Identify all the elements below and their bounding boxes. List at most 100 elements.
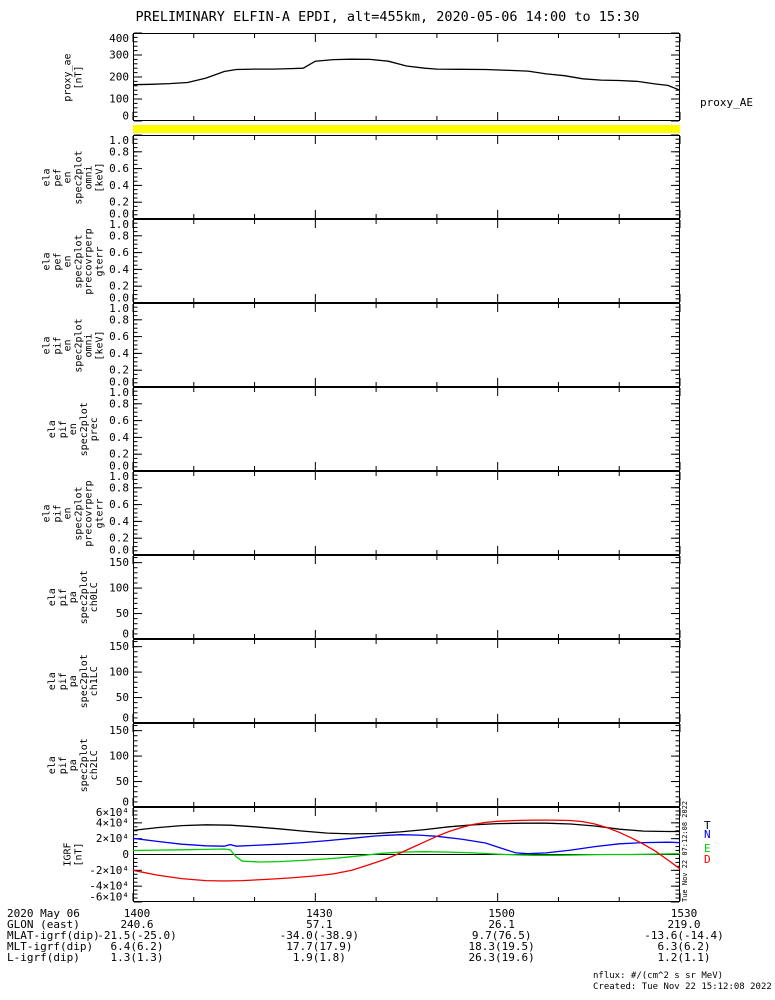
svg-text:0: 0 bbox=[122, 628, 129, 641]
ylabel-ch0lc: ela pif pa spec2plot ch0LC bbox=[28, 555, 120, 639]
bottom-axis-value: 26.1 bbox=[488, 918, 515, 931]
bottom-axis-value: -21.5(-25.0) bbox=[97, 929, 177, 942]
svg-text:200: 200 bbox=[109, 71, 129, 84]
bottom-axis-value: -13.6(-14.4) bbox=[644, 929, 724, 942]
igrf-legend-T: T bbox=[704, 819, 711, 832]
ylabel-pif-prec: ela pif en spec2plot prec bbox=[28, 387, 120, 471]
bottom-row-label: GLON (east) bbox=[7, 918, 80, 931]
bottom-axis-value: 1400 bbox=[123, 907, 151, 920]
svg-text:150: 150 bbox=[109, 640, 129, 653]
ylabel-igrf-text: IGRF [nT] bbox=[62, 842, 85, 867]
ylabel-pif-prec-text: ela pif en spec2plot prec bbox=[46, 401, 100, 457]
svg-text:0.4: 0.4 bbox=[109, 347, 129, 360]
svg-text:0.6: 0.6 bbox=[109, 246, 129, 259]
panel-ch0lc-plot: 0 50 100 150 bbox=[109, 555, 681, 641]
svg-text:0: 0 bbox=[122, 110, 129, 123]
plot-title: PRELIMINARY ELFIN-A EPDI, alt=455km, 202… bbox=[135, 9, 640, 25]
ylabel-pif-precovrperp-gterr-text: ela pif en spec2plot precovrperp gterr bbox=[41, 479, 105, 547]
ylabel-ch2lc: ela pif pa spec2plot ch2LC bbox=[28, 723, 120, 807]
bottom-axis-value: 6.4(6.2) bbox=[110, 940, 164, 953]
panel-proxy-ae-plot: 0 100 200 300 400 bbox=[109, 32, 681, 123]
panel-ch2lc-plot: 0 50 100 150 bbox=[109, 723, 681, 809]
panel-pif-prec-plot: 0.00.2 0.4 0.6 0.81.0 bbox=[109, 386, 681, 473]
svg-text:1.0: 1.0 bbox=[109, 218, 129, 231]
svg-text:300: 300 bbox=[109, 49, 129, 62]
bottom-axis-value: 26.3(19.6) bbox=[468, 951, 535, 964]
svg-text:1.0: 1.0 bbox=[109, 134, 129, 147]
ylabel-pef-precovrperp-gterr: ela pef en spec2plot precovrperp gterr bbox=[28, 219, 120, 303]
ylabel-ch1lc-text: ela pif pa spec2plot ch1LC bbox=[46, 653, 100, 709]
svg-text:4×10⁴: 4×10⁴ bbox=[96, 816, 129, 829]
bottom-axis-value: 17.7(17.9) bbox=[286, 940, 353, 953]
svg-text:0.2: 0.2 bbox=[109, 280, 129, 293]
bottom-axis-value: 1.3(1.3) bbox=[110, 951, 164, 964]
svg-text:0: 0 bbox=[122, 712, 129, 725]
ylabel-proxy-ae-text: proxy_ae [nT] bbox=[62, 52, 84, 102]
proxy-ae-right-label: proxy_AE bbox=[700, 96, 753, 109]
svg-text:0.0: 0.0 bbox=[109, 376, 129, 389]
bottom-axis-value: 240.6 bbox=[120, 918, 154, 931]
bottom-row-label: 2020 May 06 bbox=[7, 907, 80, 920]
svg-text:0.8: 0.8 bbox=[109, 397, 129, 410]
bottom-row-label: L-igrf(dip) bbox=[7, 951, 80, 964]
igrf-legend-E: E bbox=[704, 842, 711, 855]
svg-text:6×10⁴: 6×10⁴ bbox=[96, 806, 129, 819]
svg-text:100: 100 bbox=[109, 93, 129, 106]
svg-text:0: 0 bbox=[122, 796, 129, 809]
svg-text:1.0: 1.0 bbox=[109, 470, 129, 483]
svg-text:-6×10⁴: -6×10⁴ bbox=[89, 891, 129, 904]
svg-text:0.2: 0.2 bbox=[109, 532, 129, 545]
created-timestamp: Created: Tue Nov 22 15:12:08 2022 bbox=[593, 982, 772, 992]
svg-text:0.4: 0.4 bbox=[109, 515, 129, 528]
watermark-timestamp: Tue Nov 22 07:12:08 2022 bbox=[681, 800, 689, 902]
svg-text:0.6: 0.6 bbox=[109, 414, 129, 427]
svg-text:0.6: 0.6 bbox=[109, 162, 129, 175]
svg-text:0.4: 0.4 bbox=[109, 179, 129, 192]
ylabel-pif-precovrperp-gterr: ela pif en spec2plot precovrperp gterr bbox=[28, 471, 120, 555]
svg-text:150: 150 bbox=[109, 556, 129, 569]
svg-text:0.2: 0.2 bbox=[109, 196, 129, 209]
svg-text:1.0: 1.0 bbox=[109, 302, 129, 315]
ylabel-pef-omni-text: ela pef en spec2plot omni [keV] bbox=[41, 149, 106, 205]
svg-text:0.8: 0.8 bbox=[109, 313, 129, 326]
panel-pef-precovrperp-gterr-plot: 0.00.2 0.4 0.6 0.81.0 bbox=[109, 218, 681, 305]
bottom-axis-value: 1430 bbox=[306, 907, 333, 920]
ylabel-pif-omni: ela pif en spec2plot omni [keV] bbox=[28, 303, 120, 387]
ylabel-ch2lc-text: ela pif pa spec2plot ch2LC bbox=[46, 737, 100, 793]
panel-ch1lc-plot: 0 50 100 150 bbox=[109, 639, 681, 725]
bottom-axis-value: -34.0(-38.9) bbox=[279, 929, 360, 942]
igrf-legend-N: N bbox=[704, 828, 711, 841]
bottom-axis-value: 18.3(19.5) bbox=[468, 940, 535, 953]
svg-text:50: 50 bbox=[116, 775, 129, 788]
svg-text:0: 0 bbox=[122, 848, 129, 861]
ylabel-ch1lc: ela pif pa spec2plot ch1LC bbox=[28, 639, 120, 723]
svg-text:0.6: 0.6 bbox=[109, 498, 129, 511]
svg-text:0.0: 0.0 bbox=[109, 208, 129, 221]
bottom-row-label: MLT-igrf(dip) bbox=[7, 940, 94, 953]
svg-text:0.8: 0.8 bbox=[109, 481, 129, 494]
svg-text:50: 50 bbox=[116, 691, 129, 704]
bottom-axis-value: 1530 bbox=[670, 907, 698, 920]
bottom-axis-value: 1.2(1.1) bbox=[657, 951, 711, 964]
svg-text:0.8: 0.8 bbox=[109, 229, 129, 242]
bottom-axis-value: 6.3(6.2) bbox=[657, 940, 711, 953]
ylabel-pif-omni-text: ela pif en spec2plot omni [keV] bbox=[41, 317, 106, 373]
svg-text:100: 100 bbox=[109, 582, 129, 595]
svg-text:0.4: 0.4 bbox=[109, 431, 129, 444]
svg-text:0.0: 0.0 bbox=[109, 292, 129, 305]
svg-text:50: 50 bbox=[116, 607, 129, 620]
svg-text:100: 100 bbox=[109, 750, 129, 763]
svg-text:0.2: 0.2 bbox=[109, 448, 129, 461]
bottom-axis-value: 9.7(76.5) bbox=[471, 929, 532, 942]
ylabel-proxy-ae: proxy_ae [nT] bbox=[28, 33, 120, 121]
svg-text:400: 400 bbox=[109, 32, 129, 45]
svg-text:2×10⁴: 2×10⁴ bbox=[96, 832, 129, 845]
bottom-axis-value: 57.1 bbox=[306, 918, 333, 931]
svg-text:1.0: 1.0 bbox=[109, 386, 129, 399]
panel-pef-omni-plot: 0.00.2 0.4 0.6 0.81.0 bbox=[109, 134, 681, 221]
ylabel-pef-omni: ela pef en spec2plot omni [keV] bbox=[28, 135, 120, 219]
svg-text:0.0: 0.0 bbox=[109, 460, 129, 473]
svg-text:-4×10⁴: -4×10⁴ bbox=[89, 880, 129, 893]
